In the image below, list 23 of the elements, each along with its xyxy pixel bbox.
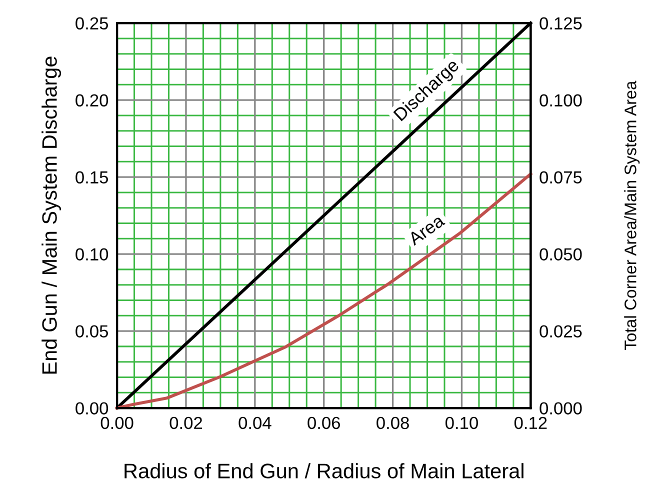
y2-axis-title: Total Corner Area/Main System Area	[624, 80, 640, 350]
y2-tick-label: 0.050	[540, 248, 582, 261]
x-tick-label: 0.02	[170, 416, 202, 430]
x-tick-label: 0.00	[100, 416, 134, 430]
text: Area	[407, 214, 446, 246]
y-tick-label: 0.05	[76, 325, 108, 338]
x-tick-label: 0.08	[376, 416, 409, 430]
y2-tick-label: 0.125	[540, 17, 582, 30]
x-tick-label: 0.12	[514, 416, 547, 430]
y2-tick-label: 0.100	[540, 94, 582, 107]
x-tick-label: 0.10	[446, 416, 478, 430]
x-tick-label: 0.06	[308, 416, 340, 430]
y-tick-label: 0.10	[76, 248, 108, 261]
x-axis-title: Radius of End Gun / Radius of Main Lateral	[124, 463, 524, 478]
y-tick-label: 0.20	[76, 94, 108, 107]
y-axis-title: End Gun / Main System Discharge	[42, 56, 62, 374]
y-tick-label: 0.25	[76, 17, 108, 30]
y2-tick-label: 0.075	[540, 171, 582, 184]
y-tick-label: 0.15	[76, 171, 108, 184]
y2-tick-label: 0.000	[540, 402, 582, 414]
y-tick-label: 0.00	[76, 402, 108, 414]
x-tick-label: 0.04	[238, 416, 272, 430]
y2-tick-label: 0.025	[540, 325, 582, 338]
